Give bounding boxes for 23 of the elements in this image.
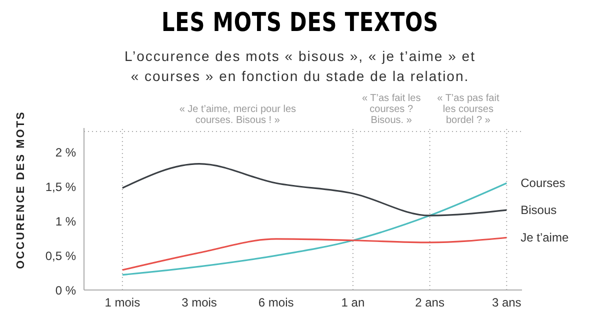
x-tick-label: 3 mois (182, 296, 217, 310)
y-tick-label: 0 % (55, 283, 76, 298)
text: « Je t’aime, merci pour les courses. Bisous ! » (178, 104, 298, 126)
line-series (122, 163, 508, 216)
line-series (122, 236, 508, 271)
series-label: Je t’aime (520, 230, 569, 245)
y-tick-label: 1 % (55, 214, 76, 228)
text: « T’as pas fait les courses bordel ? » (436, 93, 500, 126)
x-tick-label: 2 ans (415, 296, 444, 310)
text: « T’as fait les courses ? Bisous. » (360, 93, 422, 126)
line-series (122, 182, 508, 276)
x-tick-label: 1 an (341, 296, 365, 310)
y-tick-label: 1,5 % (45, 180, 76, 194)
y-tick-label: 0,5 % (45, 248, 76, 263)
y-axis-title: OCCURENCE DES MOTS (14, 110, 27, 269)
series-label: Courses (520, 176, 566, 190)
x-tick-label: 3 ans (492, 296, 522, 310)
chart-subtitle: L’occurence des mots « bisous », « je t’aime » et « courses » en fonction du stade de la relation. (124, 47, 476, 86)
series-label: Bisous (520, 203, 557, 218)
x-tick-label: 1 mois (104, 296, 140, 310)
y-tick-label: 2 % (55, 145, 76, 160)
chart-title: LES MOTS DES TEXTOS (160, 8, 440, 38)
x-tick-label: 6 mois (258, 296, 294, 310)
